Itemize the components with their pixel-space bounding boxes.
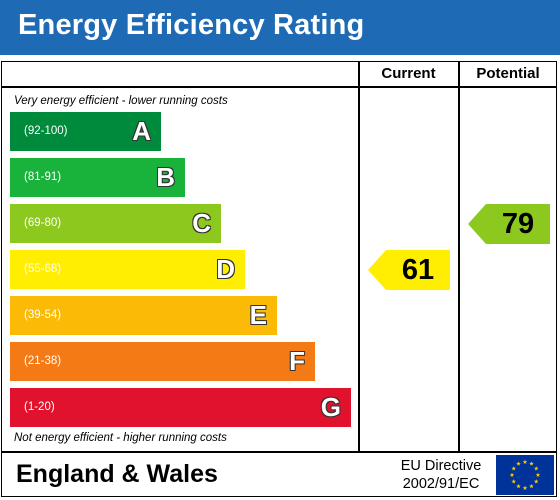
- directive-line-2: 2002/91/EC: [402, 476, 480, 492]
- band-b-letter: B: [156, 162, 175, 192]
- band-d: (55-68) D: [10, 250, 245, 289]
- header-bar: Energy Efficiency Rating: [0, 0, 560, 55]
- eu-star-icon: [516, 483, 521, 489]
- band-e-range: (39-54): [24, 309, 62, 321]
- note-very-efficient: Very energy efficient - lower running co…: [14, 95, 228, 107]
- eu-star-icon: [522, 485, 528, 490]
- potential-rating-arrow: 79: [468, 204, 550, 244]
- band-a-letter: A: [132, 116, 151, 146]
- eu-star-icon: [511, 479, 517, 484]
- band-b: (81-91) B: [10, 158, 185, 197]
- band-g-range: (1-20): [24, 401, 55, 413]
- current-rating-value: 61: [401, 254, 435, 286]
- eu-star-icon: [509, 472, 515, 477]
- potential-rating-value: 79: [501, 208, 535, 240]
- band-a-range: (92-100): [24, 125, 68, 137]
- band-f: (21-38) F: [10, 342, 315, 381]
- current-rating-shape: [368, 250, 450, 290]
- current-rating-fill: [368, 250, 450, 290]
- directive-line-1: EU Directive: [400, 458, 482, 474]
- chart-title: Energy Efficiency Rating: [18, 9, 365, 41]
- eu-flag-icon: [496, 455, 554, 495]
- eu-star-icon: [535, 472, 541, 477]
- header-row-divider-right: [358, 86, 557, 88]
- header-row-divider-left: [1, 86, 358, 88]
- footer-divider: [1, 451, 557, 453]
- band-d-range: (55-68): [24, 263, 62, 275]
- rating-table-frame: [1, 61, 557, 497]
- potential-rating-shape: [468, 204, 550, 244]
- band-e-letter: E: [249, 300, 267, 330]
- band-f-range: (21-38): [24, 355, 62, 367]
- band-f-letter: F: [289, 346, 305, 376]
- column-header-potential: Potential: [476, 65, 540, 82]
- note-not-efficient: Not energy efficient - higher running co…: [14, 432, 227, 444]
- potential-rating-fill: [468, 204, 550, 244]
- eu-star-icon: [533, 479, 539, 484]
- band-e: (39-54) E: [10, 296, 277, 335]
- current-rating-arrow: 61: [368, 250, 450, 290]
- column-divider-current: [358, 61, 360, 452]
- eu-star-icon: [529, 483, 534, 489]
- column-divider-potential: [458, 61, 460, 452]
- band-b-range: (81-91): [24, 171, 62, 183]
- region-label: England & Wales: [16, 460, 218, 488]
- band-c-letter: C: [192, 208, 211, 238]
- band-a: (92-100) A: [10, 112, 161, 151]
- band-d-letter: D: [216, 254, 235, 284]
- band-c: (69-80) C: [10, 204, 221, 243]
- band-g-letter: G: [320, 392, 341, 422]
- eu-star-icon: [511, 466, 517, 471]
- column-header-current: Current: [381, 65, 436, 82]
- band-c-range: (69-80): [24, 217, 62, 229]
- eu-star-icon: [533, 466, 539, 471]
- band-g: (1-20) G: [10, 388, 351, 427]
- eu-star-icon: [522, 459, 528, 464]
- eu-star-icon: [516, 461, 521, 466]
- eu-star-icon: [529, 461, 534, 466]
